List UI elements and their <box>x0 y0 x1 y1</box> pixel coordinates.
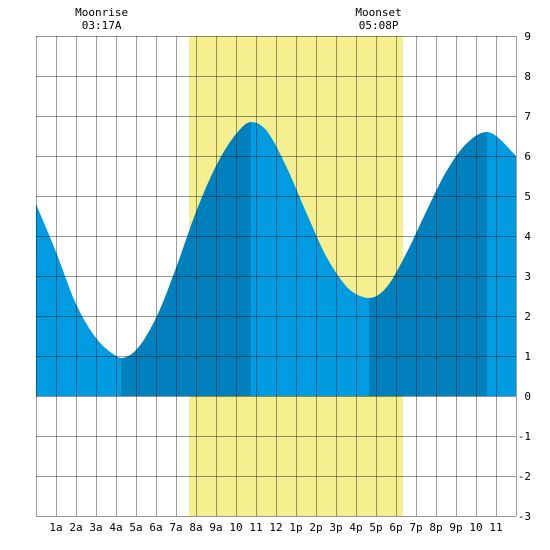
x-tick-label: 6p <box>389 521 402 534</box>
x-tick-label: 1p <box>289 521 302 534</box>
tide-segment-rising <box>121 122 251 396</box>
y-tick-label: 8 <box>524 70 531 83</box>
y-tick-label: 9 <box>524 30 531 43</box>
tide-segment-falling <box>36 204 121 396</box>
x-tick-label: 9a <box>209 521 222 534</box>
tide-area-layer <box>36 122 516 396</box>
x-tick-label: 3a <box>89 521 102 534</box>
tide-segment-falling <box>251 122 369 396</box>
y-tick-label: -3 <box>518 510 531 523</box>
y-tick-label: -1 <box>518 430 531 443</box>
moon-event-label: Moonset <box>355 6 401 19</box>
x-tick-label: 6a <box>149 521 162 534</box>
x-tick-label: 2a <box>69 521 82 534</box>
x-tick-label: 11 <box>489 521 502 534</box>
y-tick-labels: -3 -2 -1 0 1 2 3 4 5 6 7 8 9 <box>518 30 532 523</box>
x-tick-label: 8p <box>429 521 442 534</box>
tide-segment-rising <box>369 132 487 396</box>
tide-segment-falling <box>487 132 516 396</box>
x-tick-label: 5a <box>129 521 142 534</box>
x-tick-label: 4a <box>109 521 122 534</box>
y-tick-label: 0 <box>524 390 531 403</box>
moon-event-time: 05:08P <box>359 19 399 32</box>
x-tick-label: 9p <box>449 521 462 534</box>
moon-event-time: 03:17A <box>82 19 122 32</box>
y-tick-label: 5 <box>524 190 531 203</box>
x-tick-label: 4p <box>349 521 362 534</box>
x-tick-label: 12 <box>269 521 282 534</box>
x-tick-label: 2p <box>309 521 322 534</box>
x-tick-labels: 1a 2a 3a 4a 5a 6a 7a 8a 9a 10 11 12 1p 2p 3p 4p 5p 6p 7p 8p… <box>49 521 502 534</box>
x-tick-label: 3p <box>329 521 342 534</box>
y-tick-label: 2 <box>524 310 531 323</box>
y-tick-label: 4 <box>524 230 531 243</box>
y-tick-label: 3 <box>524 270 531 283</box>
x-tick-label: 10 <box>229 521 242 534</box>
y-tick-label: 1 <box>524 350 531 363</box>
grid-layer <box>36 36 517 517</box>
y-tick-label: 6 <box>524 150 531 163</box>
y-tick-label: 7 <box>524 110 531 123</box>
x-tick-label: 1a <box>49 521 62 534</box>
x-tick-label: 5p <box>369 521 382 534</box>
moon-event-label: Moonrise <box>75 6 128 19</box>
x-tick-label: 7a <box>169 521 182 534</box>
x-tick-label: 8a <box>189 521 202 534</box>
x-tick-label: 10 <box>469 521 482 534</box>
x-tick-label: 11 <box>249 521 262 534</box>
y-tick-label: -2 <box>518 470 531 483</box>
x-tick-label: 7p <box>409 521 422 534</box>
